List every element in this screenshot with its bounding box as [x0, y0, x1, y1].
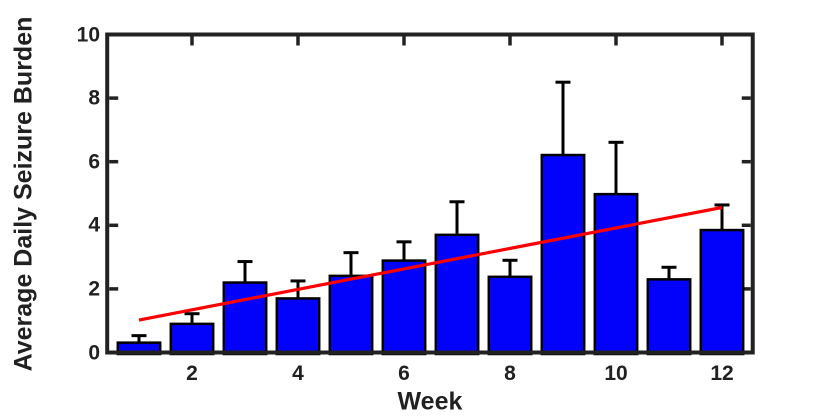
trend-line — [138, 205, 723, 322]
y-axis-title: Average Daily Seizure Burden — [9, 16, 38, 371]
x-axis-title: Week — [397, 387, 463, 416]
y-tick-label-8: 8 — [88, 86, 100, 110]
x-tick-label-8: 8 — [504, 362, 516, 385]
x-tick-label-12: 12 — [710, 362, 734, 385]
x-tick-label-10: 10 — [604, 362, 628, 385]
bar-week-8 — [487, 275, 533, 356]
y-tick-label-4: 4 — [88, 213, 100, 237]
y-tick-label-6: 6 — [88, 150, 100, 174]
y-tick-label-2: 2 — [88, 277, 100, 301]
bar-week-5 — [328, 274, 374, 356]
bar-week-10 — [593, 192, 639, 356]
x-tick-label-4: 4 — [292, 362, 304, 385]
bar-week-2 — [169, 322, 215, 356]
bar-week-12 — [699, 228, 745, 356]
bar-week-3 — [222, 281, 268, 356]
x-tick-label-6: 6 — [398, 362, 410, 385]
bar-week-6 — [381, 259, 427, 356]
bar-week-11 — [646, 278, 692, 356]
axes-frame — [105, 32, 755, 355]
y-tick-label-10: 10 — [76, 23, 100, 46]
bar-week-7 — [434, 233, 480, 356]
bar-week-9 — [540, 153, 586, 356]
y-tick-label-0: 0 — [88, 341, 100, 364]
bar-week-4 — [275, 297, 321, 356]
x-tick-label-2: 2 — [186, 362, 198, 385]
